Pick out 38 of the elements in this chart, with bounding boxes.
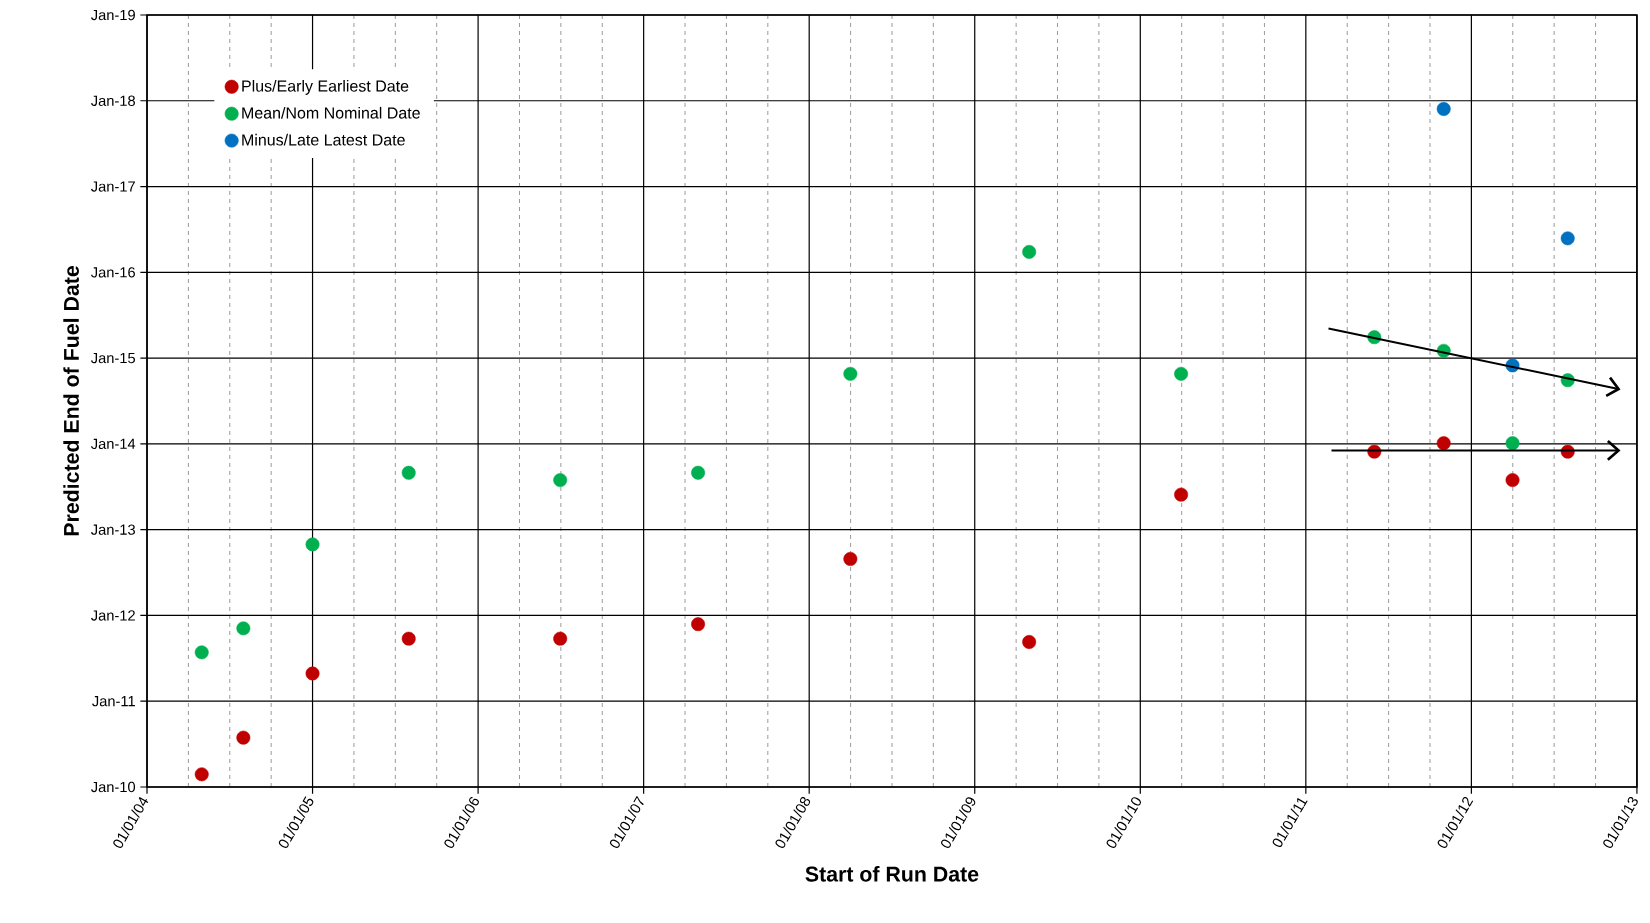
y-tick-label: Jan-11 (92, 696, 135, 707)
y-tick-label: Jan-12 (91, 610, 135, 621)
legend-label: Mean/Nom Nominal Date (242, 106, 420, 119)
point (1560, 231, 1575, 246)
y-tick-label: Jan-13 (91, 524, 135, 535)
y-tick-label: Jan-15 (91, 352, 135, 364)
point (1022, 635, 1037, 649)
y-axis-title: Predicted End of Fuel Date (63, 266, 79, 536)
point (1505, 473, 1520, 487)
legend-label: Minus/Late Latest Date (242, 133, 405, 146)
point (401, 631, 416, 646)
point (194, 767, 209, 782)
y-tick-label: Jan-17 (91, 181, 135, 192)
point (305, 666, 320, 681)
point (691, 465, 706, 480)
y-tick-label: Jan-18 (91, 95, 135, 106)
point (401, 465, 416, 480)
y-tick-label: Jan-14 (91, 438, 136, 449)
point (236, 621, 251, 636)
point (1174, 366, 1189, 381)
point (843, 552, 858, 566)
y-tick-label: Jan-16 (91, 267, 135, 278)
point (236, 730, 251, 745)
point (194, 645, 209, 660)
point (1022, 245, 1037, 259)
y-tick-label: Jan-10 (91, 781, 136, 793)
point (843, 366, 858, 381)
point (1436, 436, 1451, 451)
point (305, 537, 320, 552)
legend-label: Plus/Early Earliest Date (242, 79, 409, 95)
point (1436, 102, 1451, 116)
point (691, 617, 706, 632)
point (553, 473, 568, 487)
point (1174, 487, 1189, 502)
point (553, 631, 568, 646)
y-tick-label: Jan-19 (91, 9, 135, 21)
x-axis-title: Start of Run Date (805, 865, 979, 882)
point (1505, 436, 1520, 451)
